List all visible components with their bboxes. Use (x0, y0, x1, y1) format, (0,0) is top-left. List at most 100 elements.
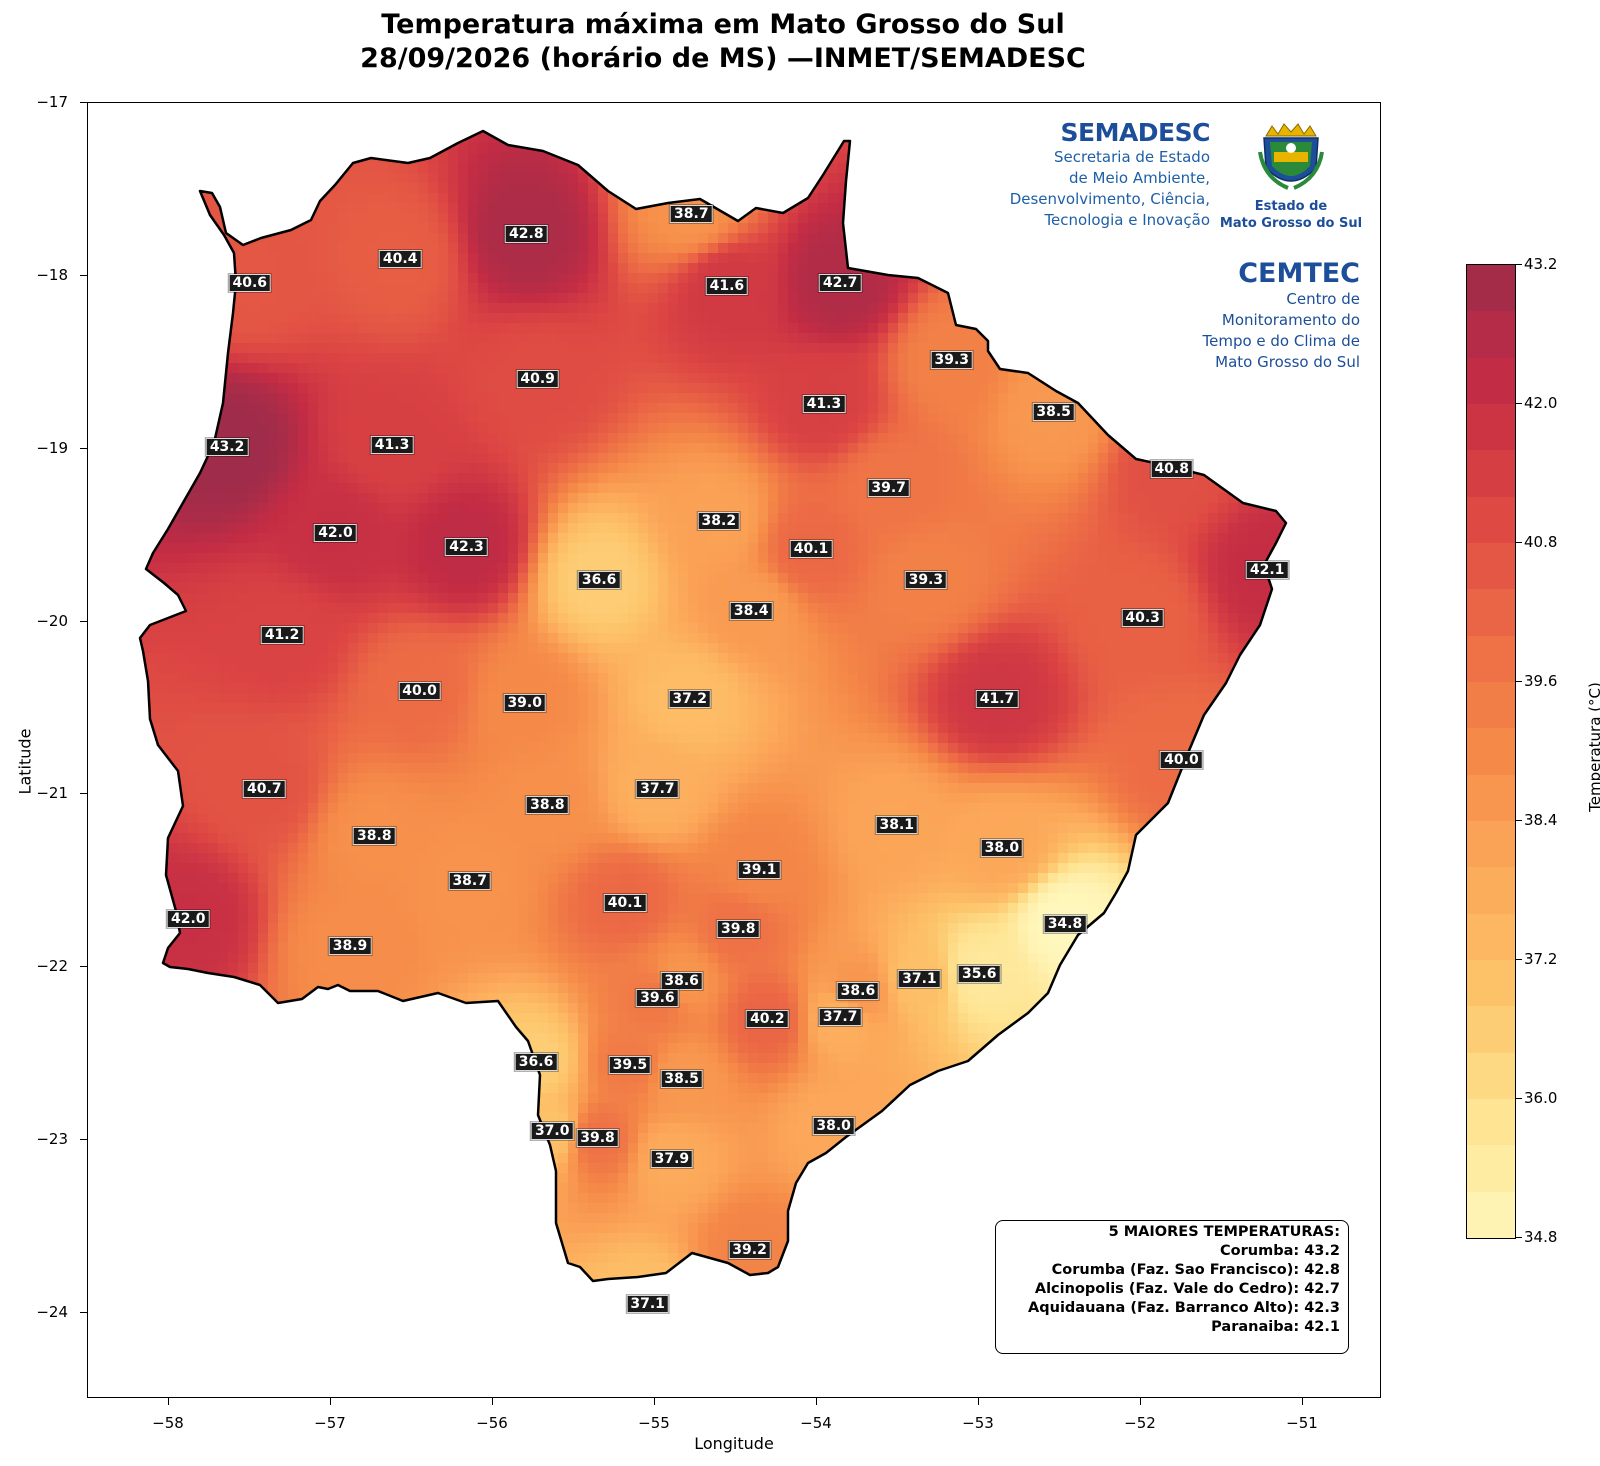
heat-cell (598, 403, 609, 414)
heat-cell (678, 403, 689, 414)
heat-cell (140, 373, 149, 384)
heat-cell (308, 133, 319, 144)
heat-cell (568, 373, 579, 384)
heat-cell (278, 131, 289, 134)
heat-cell (878, 453, 889, 464)
heat-cell (1008, 373, 1019, 384)
heat-cell (88, 213, 99, 224)
heat-cell (208, 283, 219, 294)
heat-cell (258, 173, 269, 184)
heat-cell (658, 133, 669, 144)
heat-cell (978, 373, 989, 384)
heat-cell (1068, 303, 1079, 314)
heat-cell (118, 373, 129, 384)
heat-cell (158, 343, 169, 354)
heat-cell (948, 473, 959, 484)
heat-cell (1328, 433, 1339, 444)
heat-cell (508, 143, 519, 154)
heat-cell (328, 203, 339, 214)
heat-cell (578, 333, 589, 344)
heat-cell (588, 303, 599, 314)
heat-cell (418, 253, 429, 264)
heat-cell (468, 473, 479, 484)
heat-cell (438, 243, 449, 254)
heat-cell (848, 463, 859, 474)
heat-cell (488, 233, 499, 244)
heat-cell (548, 313, 559, 324)
heat-cell (88, 313, 99, 324)
heat-cell (928, 333, 939, 344)
heat-cell (778, 113, 789, 124)
heat-cell (1238, 373, 1249, 384)
heat-cell (688, 233, 699, 244)
heat-cell (298, 353, 309, 364)
heat-cell (848, 363, 859, 374)
heat-cell (378, 313, 389, 324)
heat-cell (1228, 473, 1239, 484)
heat-cell (1348, 133, 1359, 144)
heat-cell (668, 293, 679, 304)
heat-cell (1078, 453, 1089, 464)
heat-cell (598, 253, 609, 264)
heat-cell (908, 193, 919, 204)
heat-cell (128, 283, 139, 294)
heat-cell (618, 223, 629, 234)
heat-cell (398, 183, 409, 194)
heat-cell (548, 183, 559, 194)
heat-cell (648, 293, 659, 304)
heat-cell (438, 163, 449, 174)
heat-cell (518, 363, 529, 374)
heat-cell (318, 433, 329, 444)
heat-cell (678, 183, 689, 194)
heat-cell (618, 373, 629, 384)
heat-cell (448, 293, 459, 304)
heat-cell (448, 283, 459, 294)
heat-cell (868, 223, 879, 234)
heat-cell (1218, 233, 1229, 244)
heat-cell (1198, 383, 1209, 394)
heat-cell (808, 383, 819, 394)
heat-cell (968, 213, 979, 224)
heat-cell (518, 243, 529, 254)
heat-cell (858, 303, 869, 314)
heat-cell (508, 443, 519, 454)
heat-cell (608, 403, 619, 414)
heat-cell (188, 433, 199, 444)
heat-cell (278, 103, 289, 114)
heat-cell (988, 263, 999, 274)
heat-cell (978, 213, 989, 224)
heat-cell (928, 373, 939, 384)
heat-cell (1278, 243, 1286, 254)
heat-cell (498, 213, 509, 224)
heat-cell (1138, 433, 1149, 444)
heat-cell (348, 463, 359, 474)
heat-cell (1028, 233, 1039, 244)
heat-cell (1378, 413, 1381, 424)
heat-cell (588, 193, 599, 204)
heat-cell (128, 253, 139, 264)
heat-cell (568, 183, 579, 194)
heat-cell (988, 433, 999, 444)
heat-cell (598, 203, 609, 214)
heat-cell (918, 423, 929, 434)
heat-cell (548, 253, 559, 264)
heat-cell (1128, 403, 1139, 414)
heat-cell (748, 343, 759, 354)
heat-cell (148, 253, 159, 264)
heat-cell (140, 353, 149, 364)
heat-cell (258, 383, 269, 394)
heat-cell (468, 173, 479, 184)
heat-cell (318, 103, 329, 114)
heat-cell (678, 163, 689, 174)
heat-cell (878, 293, 889, 304)
heat-cell (938, 113, 949, 124)
heat-cell (1308, 383, 1319, 394)
heat-cell (868, 113, 879, 124)
heat-cell (428, 343, 439, 354)
heat-cell (128, 263, 139, 274)
heat-cell (848, 223, 859, 234)
heat-cell (868, 463, 879, 474)
heat-cell (268, 113, 279, 124)
heat-cell (178, 343, 189, 354)
heat-cell (1068, 323, 1079, 334)
